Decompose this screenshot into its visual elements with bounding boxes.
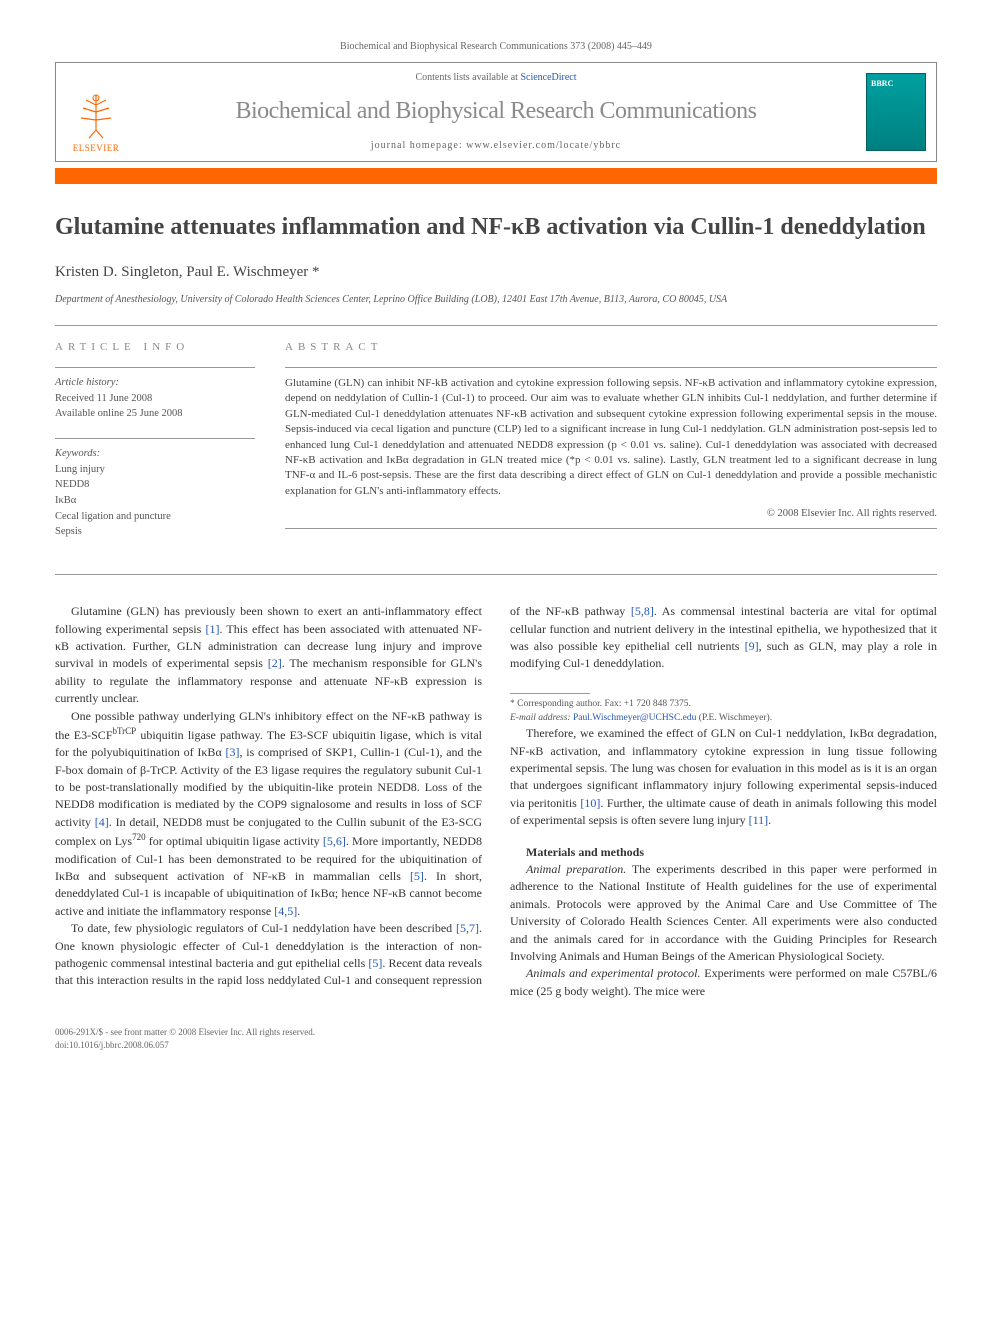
contents-line: Contents lists available at ScienceDirec… <box>140 71 852 85</box>
citation-link[interactable]: [5] <box>368 956 382 970</box>
paragraph: Therefore, we examined the effect of GLN… <box>510 725 937 829</box>
doi: doi:10.1016/j.bbrc.2008.06.057 <box>55 1039 315 1052</box>
email-person: (P.E. Wischmeyer). <box>696 713 772 723</box>
citation-link[interactable]: [4,5] <box>274 904 297 918</box>
footer-left: 0006-291X/$ - see front matter © 2008 El… <box>55 1026 315 1051</box>
header-center: Contents lists available at ScienceDirec… <box>136 63 856 161</box>
keyword: Lung injury <box>55 463 255 478</box>
email-link[interactable]: Paul.Wischmeyer@UCHSC.edu <box>573 713 696 723</box>
abstract-divider-bottom <box>285 528 937 529</box>
keyword: Cecal ligation and puncture <box>55 510 255 525</box>
keyword: Sepsis <box>55 525 255 540</box>
citation-link[interactable]: [5,6] <box>323 834 346 848</box>
contents-prefix: Contents lists available at <box>415 72 520 83</box>
citation-link[interactable]: [5] <box>410 869 424 883</box>
keyword: IκBα <box>55 494 255 509</box>
homepage-line: journal homepage: www.elsevier.com/locat… <box>140 139 852 153</box>
info-abstract-row: ARTICLE INFO Article history: Received 1… <box>55 326 937 575</box>
keywords-block: Keywords: Lung injury NEDD8 IκBα Cecal l… <box>55 447 255 540</box>
front-matter: 0006-291X/$ - see front matter © 2008 El… <box>55 1026 315 1039</box>
affiliation: Department of Anesthesiology, University… <box>55 293 937 307</box>
abstract-copyright: © 2008 Elsevier Inc. All rights reserved… <box>285 507 937 522</box>
accent-bar <box>55 168 937 184</box>
citation-link[interactable]: [4] <box>95 815 109 829</box>
journal-header: ELSEVIER Contents lists available at Sci… <box>55 62 937 162</box>
publisher-block: ELSEVIER <box>56 63 136 161</box>
keywords-label: Keywords: <box>55 447 255 462</box>
journal-name: Biochemical and Biophysical Research Com… <box>140 95 852 129</box>
footnote: * Corresponding author. Fax: +1 720 848 … <box>510 698 937 726</box>
page-footer: 0006-291X/$ - see front matter © 2008 El… <box>55 1020 937 1051</box>
section-heading: Materials and methods <box>510 844 937 861</box>
paragraph: One possible pathway underlying GLN's in… <box>55 708 482 921</box>
abstract: ABSTRACT Glutamine (GLN) can inhibit NF-… <box>285 340 937 557</box>
info-divider-2 <box>55 438 255 439</box>
keyword: NEDD8 <box>55 478 255 493</box>
received-date: Received 11 June 2008 <box>55 392 255 407</box>
citation-link[interactable]: [10] <box>580 796 600 810</box>
page: Biochemical and Biophysical Research Com… <box>0 0 992 1091</box>
corresponding-author: * Corresponding author. Fax: +1 720 848 … <box>510 698 937 712</box>
abstract-divider <box>285 367 937 368</box>
elsevier-tree-icon <box>71 90 121 140</box>
online-date: Available online 25 June 2008 <box>55 407 255 422</box>
email-label: E-mail address: <box>510 713 573 723</box>
footnote-rule <box>510 693 590 694</box>
citation-link[interactable]: [3] <box>226 745 240 759</box>
citation-link[interactable]: [2] <box>268 656 282 670</box>
citation-link[interactable]: [1] <box>205 622 219 636</box>
paragraph: Animal preparation. The experiments desc… <box>510 861 937 965</box>
publisher-label: ELSEVIER <box>73 142 120 155</box>
header-citation: Biochemical and Biophysical Research Com… <box>55 40 937 54</box>
sciencedirect-link[interactable]: ScienceDirect <box>520 72 576 83</box>
authors: Kristen D. Singleton, Paul E. Wischmeyer… <box>55 262 937 283</box>
paragraph: Animals and experimental protocol. Exper… <box>510 965 937 1000</box>
citation-link[interactable]: [5,7] <box>456 921 479 935</box>
abstract-text: Glutamine (GLN) can inhibit NF-kB activa… <box>285 376 937 499</box>
homepage-prefix: journal homepage: <box>371 140 466 151</box>
info-heading: ARTICLE INFO <box>55 340 255 355</box>
citation-link[interactable]: [9] <box>745 639 759 653</box>
header-right <box>856 63 936 161</box>
divider-body <box>55 574 937 575</box>
method-label: Animals and experimental protocol. <box>526 966 700 980</box>
info-divider-1 <box>55 367 255 368</box>
article-history: Article history: Received 11 June 2008 A… <box>55 376 255 422</box>
citation-link[interactable]: [11] <box>749 813 769 827</box>
method-label: Animal preparation. <box>526 862 626 876</box>
email-line: E-mail address: Paul.Wischmeyer@UCHSC.ed… <box>510 712 937 726</box>
history-label: Article history: <box>55 376 255 391</box>
body-text: Glutamine (GLN) has previously been show… <box>55 603 937 1000</box>
paragraph: Glutamine (GLN) has previously been show… <box>55 603 482 707</box>
journal-cover-icon <box>866 73 926 151</box>
article-info: ARTICLE INFO Article history: Received 1… <box>55 340 255 557</box>
abstract-heading: ABSTRACT <box>285 340 937 355</box>
citation-link[interactable]: [5,8] <box>631 604 654 618</box>
homepage-url: www.elsevier.com/locate/ybbrc <box>466 140 621 151</box>
article-title: Glutamine attenuates inflammation and NF… <box>55 212 937 242</box>
